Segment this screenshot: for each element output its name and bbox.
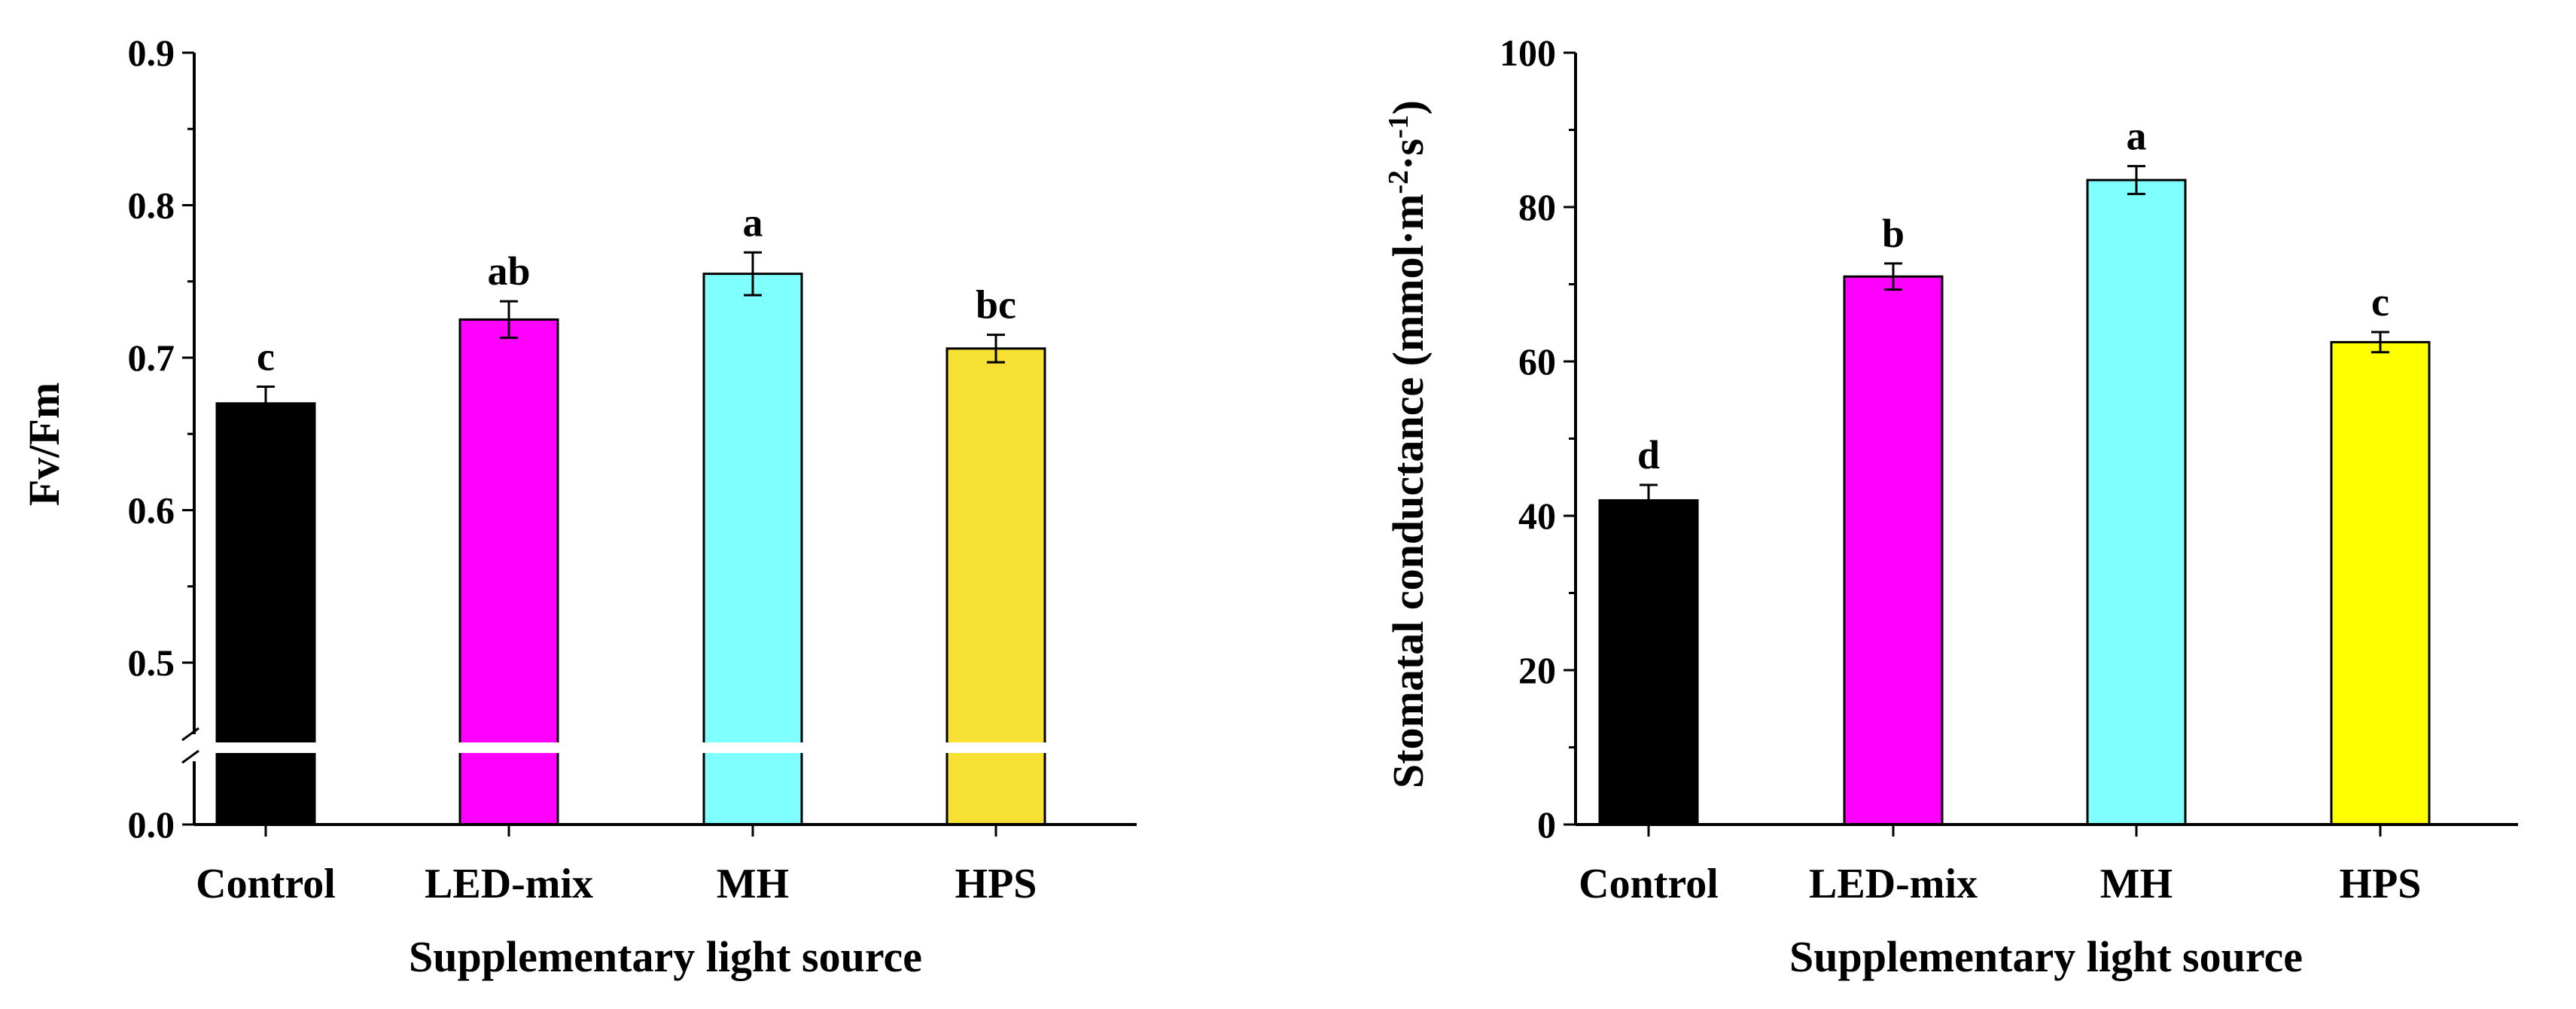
significance-label: a [743,200,763,245]
bar-led-mix [1843,275,1944,826]
y-tick-label: 0.5 [128,642,175,684]
axis-break-mark [181,749,199,764]
significance-label: a [2127,114,2147,159]
y-axis-title: Fv/Fm [20,383,69,506]
axis-break-mark [181,727,199,742]
category-label: LED-mix [1809,861,1978,907]
bar-break-band [215,742,316,753]
significance-label: ab [487,248,530,294]
chart-fvfm: c Control ab LED-mix a MH bc HPS 0.0 0.5 0.6 0.7 0.8… [20,32,1137,981]
category-label: HPS [955,861,1037,907]
category-label: LED-mix [425,861,593,907]
bar-mh [702,273,803,826]
y-tick-label: 0.6 [128,489,175,532]
y-tick-label: 0 [1537,803,1556,846]
y-tick-label: 0.0 [128,803,175,846]
y-tick-label: 100 [1500,32,1556,74]
category-label: Control [196,861,336,907]
significance-label: c [2371,279,2389,325]
bar-mh [2086,178,2187,826]
y-axis-title: Stomatal conductance (mmol·m-2·s-1) [1383,100,1433,788]
y-tick-label: 80 [1518,186,1556,228]
y-tick-label: 0.8 [128,184,175,227]
significance-label: c [257,334,275,379]
y-axis-title-main: Stomatal conductance (mmol·m [1384,194,1433,788]
y-tick-label: 0.7 [128,337,175,379]
bar-led-mix [458,318,559,826]
significance-label: d [1637,432,1660,477]
category-label: MH [2100,861,2173,907]
x-axis-title: Supplementary light source [409,932,922,981]
bar-control [215,402,316,826]
y-axis-title-mid: ·s [1384,139,1433,170]
x-axis-title: Supplementary light source [1789,932,2303,981]
y-tick-label: 60 [1518,340,1556,383]
significance-label: b [1882,211,1905,256]
category-label: HPS [2340,861,2422,907]
bar-hps [2330,340,2431,826]
bar-break-band [945,742,1046,753]
chart-stomatal-conductance: d Control b LED-mix a MH c HPS 0 20 40 60 80 100 Suppl… [1383,32,2518,981]
bar-hps [945,347,1046,826]
bar-break-band [458,742,559,753]
y-axis-title-sup: -1 [1383,114,1414,139]
y-tick-label: 40 [1518,495,1556,537]
significance-label: bc [976,282,1016,328]
bar-break-band [702,742,803,753]
y-axis-title-end: ) [1384,100,1433,114]
bar-control [1598,499,1699,826]
y-tick-label: 20 [1518,649,1556,691]
category-label: MH [717,861,789,907]
category-label: Control [1579,861,1719,907]
y-axis-title-sup: -2 [1383,170,1414,194]
y-tick-label: 0.9 [128,32,175,74]
